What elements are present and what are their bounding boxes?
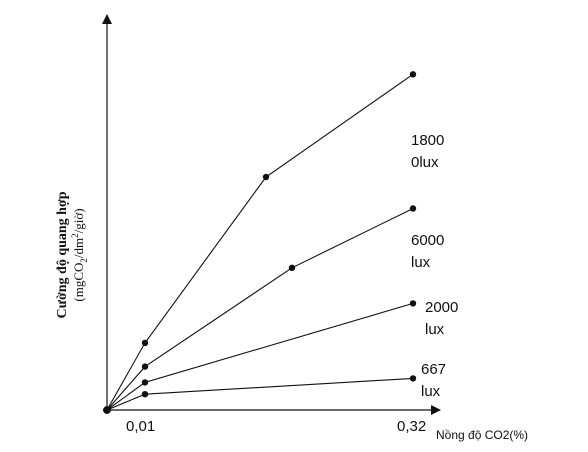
- data-point: [288, 264, 296, 271]
- series-label: 6000: [411, 232, 444, 249]
- series-label: 2000: [425, 299, 458, 316]
- data-point: [141, 363, 149, 370]
- series-label: lux: [425, 321, 445, 338]
- series-2: 2000 lux: [103, 299, 458, 414]
- data-point: [262, 173, 270, 181]
- data-point: [409, 71, 417, 78]
- series-line: [106, 208, 414, 411]
- series-line: [106, 377, 414, 411]
- data-point: [409, 375, 417, 382]
- y-axis-label: Cường độ quang hợp (mgCO2/dm2/giờ): [55, 191, 89, 318]
- data-point: [103, 406, 111, 414]
- data-point: [409, 205, 417, 212]
- series-label: 0lux: [411, 154, 439, 171]
- series-line: [106, 73, 414, 411]
- data-point: [141, 339, 149, 347]
- series-label: lux: [421, 383, 441, 400]
- data-point: [409, 300, 417, 307]
- series-label: lux: [411, 254, 431, 271]
- series-0: 1800 0lux: [103, 71, 444, 414]
- y-axis-unit: (mgCO2/dm2/giờ): [70, 208, 89, 301]
- data-point: [141, 379, 149, 386]
- series-layer: 1800 0lux 6000 lux 2000 lux 667 lux: [103, 71, 458, 414]
- data-point: [141, 391, 149, 398]
- series-label: 1800: [411, 132, 444, 149]
- x-tick-label: 0,01: [126, 418, 155, 435]
- x-tick-label: 0,32: [397, 418, 426, 435]
- series-label: 667: [421, 361, 446, 378]
- x-axis-title: Nồng độ CO2(%): [436, 428, 528, 442]
- y-axis-title: Cường độ quang hợp: [55, 191, 70, 318]
- series-3: 667 lux: [103, 361, 446, 414]
